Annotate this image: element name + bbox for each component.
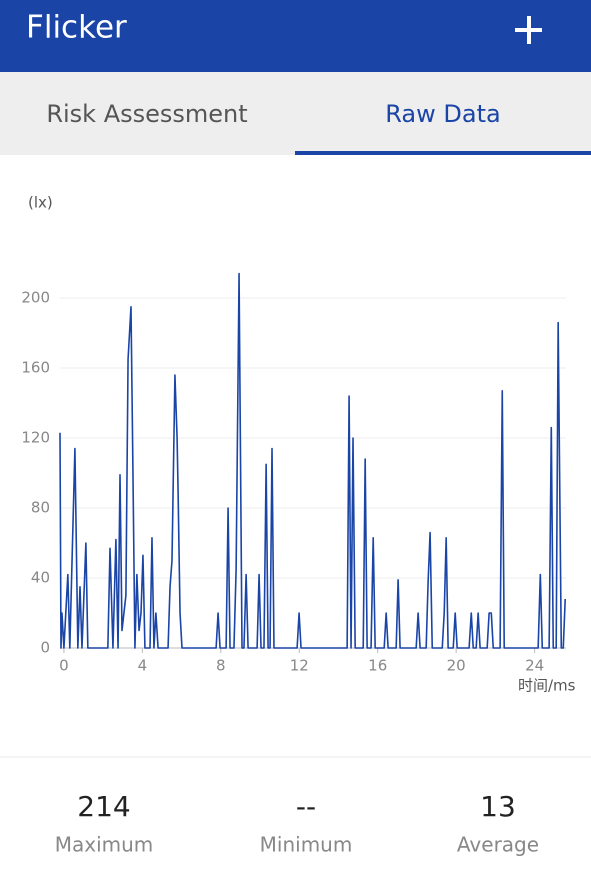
y-tick-label: 40 xyxy=(31,569,50,587)
y-tick-label: 200 xyxy=(21,289,50,307)
tab[interactable]: Raw Data xyxy=(385,100,500,128)
stat-value: -- xyxy=(296,790,316,823)
y-tick-label: 80 xyxy=(31,499,50,517)
y-axis-label: (lx) xyxy=(28,194,53,212)
x-axis-label: 时间/ms xyxy=(518,677,576,695)
data-line xyxy=(59,272,567,649)
x-tick-label: 16 xyxy=(368,657,387,675)
y-tick-label: 120 xyxy=(21,429,50,447)
x-tick-label: 20 xyxy=(447,657,466,675)
tab-bar xyxy=(0,72,591,155)
stat-value: 13 xyxy=(480,790,516,823)
x-tick-label: 4 xyxy=(138,657,148,675)
x-tick-label: 8 xyxy=(216,657,226,675)
x-tick-label: 0 xyxy=(59,657,69,675)
tab-indicator xyxy=(295,151,591,155)
stat-label: Maximum xyxy=(55,833,154,857)
y-tick-label: 0 xyxy=(40,639,50,657)
app-title: Flicker xyxy=(26,10,127,46)
stat-label: Minimum xyxy=(260,833,353,857)
header-bar xyxy=(0,0,591,72)
add-button[interactable] xyxy=(515,16,542,44)
stat-value: 214 xyxy=(77,790,130,823)
tab[interactable]: Risk Assessment xyxy=(46,100,247,128)
x-tick-label: 24 xyxy=(525,657,544,675)
stat-label: Average xyxy=(457,833,539,857)
x-tick-label: 12 xyxy=(290,657,309,675)
y-tick-label: 160 xyxy=(21,359,50,377)
